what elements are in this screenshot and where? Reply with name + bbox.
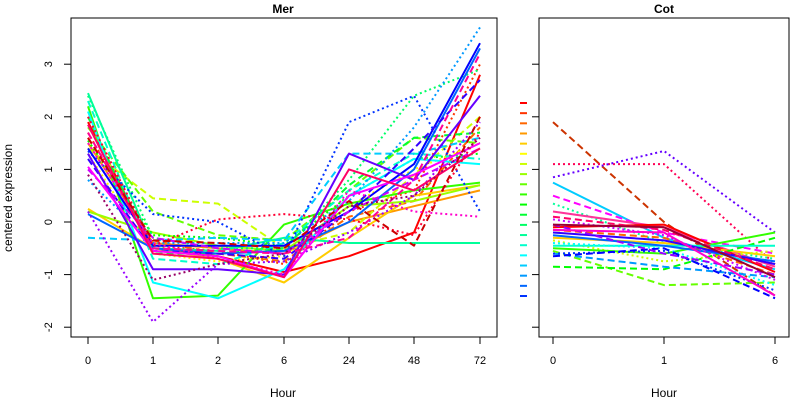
- mer-x-tick-label: 6: [281, 355, 287, 367]
- mer-y-tick-label: -2: [43, 322, 55, 332]
- color-stripe: [520, 102, 527, 297]
- mer-series-line: [87, 116, 481, 247]
- cot-series-line: [552, 252, 776, 279]
- mer-y-tick-label: 2: [43, 114, 55, 120]
- mer-x-tick-label: 48: [408, 355, 420, 367]
- cot-series-line: [552, 218, 776, 281]
- mer-series-line: [87, 42, 481, 247]
- cot-series-line: [552, 249, 776, 287]
- y-axis-label: centered expression: [1, 144, 15, 252]
- mer-y-tick-label: 3: [43, 61, 55, 67]
- cot-x-tick-label: 1: [661, 355, 667, 367]
- mer-series-group: [87, 26, 481, 323]
- mer-series-line: [87, 111, 481, 300]
- cot-series-line: [553, 163, 776, 265]
- mer-y-tick-label: 0: [43, 219, 55, 225]
- mer-y-tick-label: -1: [43, 270, 55, 280]
- cot-series-group: [552, 121, 776, 300]
- plot-frame-mer: [70, 17, 498, 338]
- mer-axes: 0 1 2 6 24 48 72 -2 -1 0 1 2 3: [43, 61, 486, 367]
- mer-series-line: [87, 116, 481, 250]
- cot-series-line: [552, 249, 776, 292]
- mer-series-line: [87, 121, 481, 323]
- cot-x-tick-label: 0: [550, 355, 556, 367]
- cot-series-line: [552, 223, 776, 276]
- cot-series-line: [552, 150, 776, 234]
- cot-series-line: [552, 247, 776, 300]
- cot-series-line: [552, 236, 776, 271]
- cot-series-line: [552, 228, 776, 276]
- mer-x-tick-label: 1: [150, 355, 156, 367]
- mer-x-tick-label: 72: [474, 355, 486, 367]
- panel-title-cot: Cot: [654, 2, 674, 16]
- mer-x-tick-label: 0: [85, 355, 91, 367]
- mer-series-line: [87, 94, 481, 258]
- cot-x-tick-label: 6: [772, 355, 778, 367]
- plot-frame-cot: [538, 17, 790, 338]
- mer-series-line: [87, 26, 481, 244]
- cot-series-line: [552, 215, 776, 271]
- cot-series-line: [552, 228, 776, 297]
- x-axis-label-mer: Hour: [270, 386, 296, 400]
- panel-title-mer: Mer: [272, 2, 294, 16]
- mer-series-line: [87, 116, 481, 250]
- cot-series-line: [552, 121, 776, 297]
- panel-cot: Cot Hour 0 1 6: [520, 2, 790, 400]
- mer-series-line: [87, 147, 481, 255]
- mer-y-tick-label: 1: [43, 166, 55, 172]
- mer-x-tick-label: 24: [343, 355, 355, 367]
- mer-x-tick-label: 2: [215, 355, 221, 367]
- x-axis-label-cot: Hour: [651, 386, 677, 400]
- panel-mer: Mer Hour 0 1 2 6 24 48 72 -2 -1 0 1 2 3: [43, 2, 498, 400]
- cot-axes: 0 1 6: [532, 63, 778, 367]
- mer-series-line: [87, 53, 481, 255]
- mer-series-line: [87, 136, 481, 242]
- cot-series-line: [552, 223, 776, 279]
- mer-series-line: [87, 116, 481, 255]
- mer-series-line: [87, 124, 481, 279]
